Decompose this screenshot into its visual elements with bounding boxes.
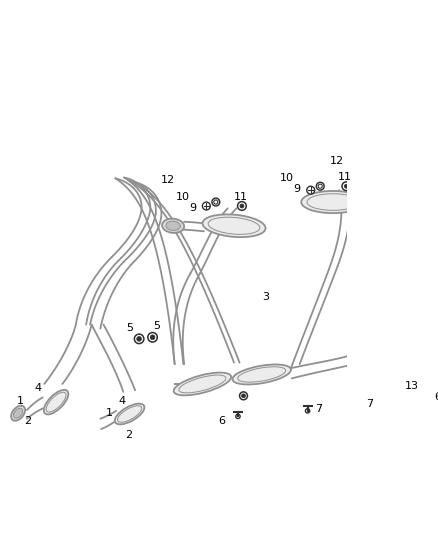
Text: 7: 7: [315, 404, 322, 414]
Ellipse shape: [115, 403, 145, 424]
Text: 4: 4: [118, 397, 125, 406]
Ellipse shape: [233, 365, 291, 384]
Text: 9: 9: [294, 183, 301, 193]
Circle shape: [344, 184, 348, 188]
Circle shape: [240, 392, 247, 400]
Circle shape: [134, 334, 144, 344]
Circle shape: [137, 336, 141, 341]
Circle shape: [342, 182, 351, 191]
Text: 4: 4: [34, 383, 42, 393]
Circle shape: [316, 182, 324, 190]
Circle shape: [318, 184, 322, 188]
Ellipse shape: [166, 221, 180, 230]
Circle shape: [307, 186, 314, 194]
Circle shape: [241, 394, 245, 398]
Text: 12: 12: [330, 156, 344, 166]
Text: 10: 10: [280, 173, 294, 183]
Circle shape: [148, 333, 157, 342]
Circle shape: [150, 335, 155, 340]
Ellipse shape: [11, 406, 25, 421]
Ellipse shape: [162, 219, 184, 233]
Ellipse shape: [14, 408, 23, 418]
Circle shape: [212, 198, 220, 206]
Ellipse shape: [383, 199, 397, 208]
Text: 11: 11: [233, 191, 247, 201]
Ellipse shape: [173, 373, 231, 395]
Text: 1: 1: [106, 408, 113, 418]
Ellipse shape: [202, 214, 265, 237]
Text: 2: 2: [125, 430, 132, 440]
Text: 11: 11: [338, 172, 352, 182]
Ellipse shape: [44, 390, 68, 415]
Text: 9: 9: [189, 203, 197, 213]
Ellipse shape: [301, 191, 364, 213]
Text: 2: 2: [24, 416, 31, 426]
Text: 7: 7: [367, 399, 374, 409]
Text: 10: 10: [176, 191, 190, 201]
Text: 5: 5: [153, 321, 160, 331]
Circle shape: [240, 204, 244, 208]
Circle shape: [202, 202, 210, 210]
Circle shape: [237, 201, 246, 211]
Text: 5: 5: [126, 323, 133, 333]
Text: 3: 3: [262, 292, 269, 302]
Text: 13: 13: [405, 381, 419, 391]
Text: 6: 6: [219, 416, 226, 426]
Text: 12: 12: [161, 175, 176, 185]
Text: 6: 6: [434, 392, 438, 402]
Circle shape: [214, 200, 218, 204]
Text: 1: 1: [17, 397, 24, 406]
Ellipse shape: [379, 197, 401, 211]
